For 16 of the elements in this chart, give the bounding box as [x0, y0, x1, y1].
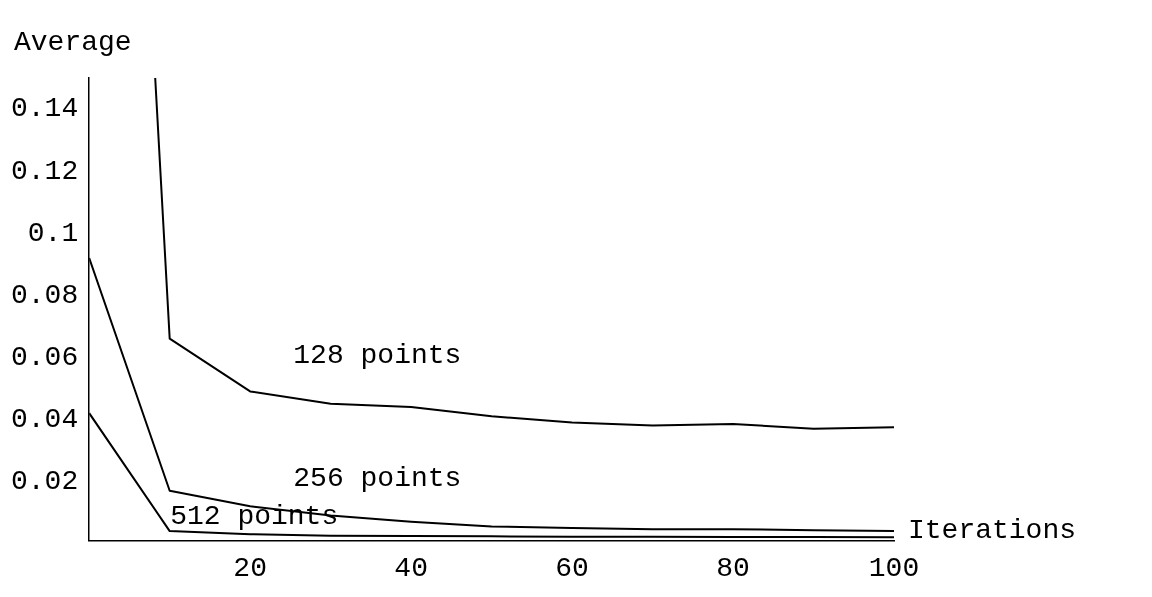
annotation: 256 points [293, 462, 462, 494]
y-axis-title: Average [14, 27, 132, 58]
y-tick-label: 0.04 [10, 403, 79, 435]
x-tick-label: 40 [394, 552, 428, 584]
x-tick-label: 80 [716, 552, 750, 584]
y-tick-label: 0.14 [10, 93, 79, 125]
y-tick-label: 0.12 [10, 155, 79, 187]
x-tick-label: 60 [555, 552, 589, 584]
annotation: 128 points [293, 339, 462, 371]
x-tick-label: 20 [233, 552, 267, 584]
y-tick-label: 0.06 [10, 341, 79, 373]
y-tick-label: 0.1 [27, 217, 79, 249]
y-tick-label: 0.02 [10, 465, 79, 497]
y-tick-label: 0.08 [10, 279, 79, 311]
x-axis-title: Iterations [908, 514, 1077, 546]
x-tick-label: 100 [868, 552, 920, 584]
